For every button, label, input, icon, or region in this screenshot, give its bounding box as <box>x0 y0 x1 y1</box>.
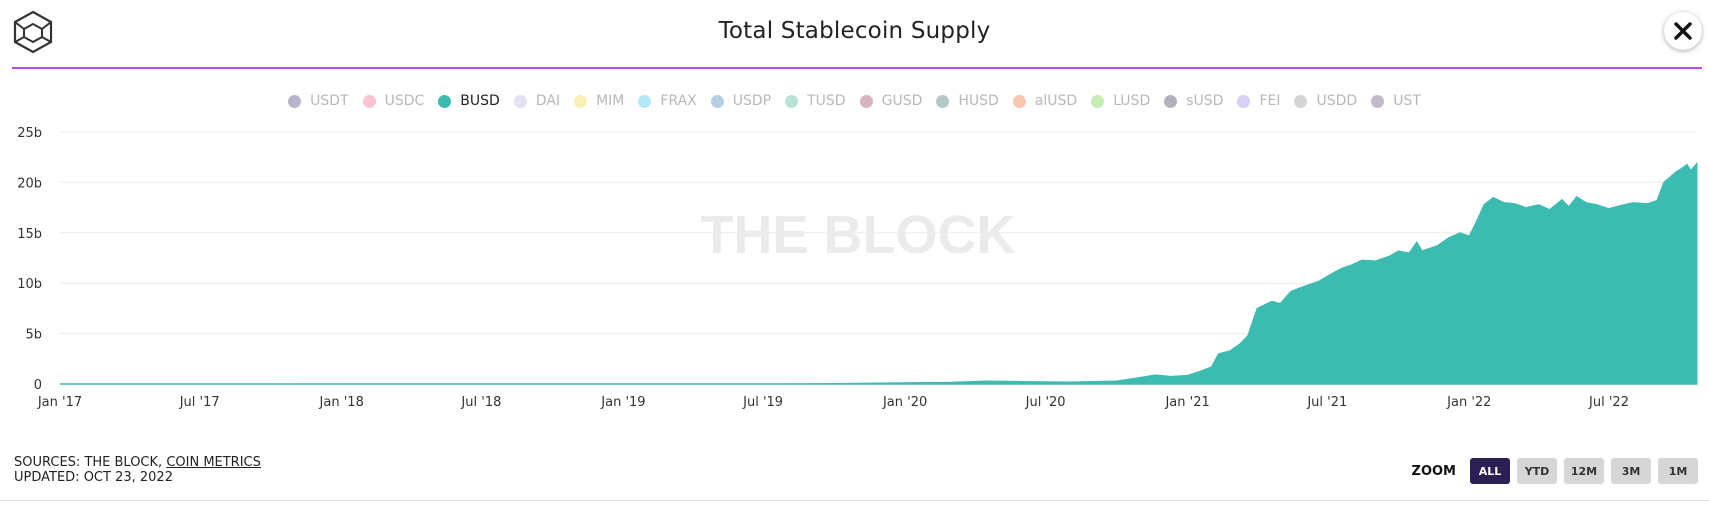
legend-label: TUSD <box>807 93 846 109</box>
legend-dot <box>1294 94 1308 108</box>
legend-item-mim[interactable]: MIM <box>574 93 624 109</box>
y-tick-label: 10b <box>17 277 42 292</box>
legend-label: MIM <box>596 93 625 109</box>
x-tick-label: Jul '22 <box>1588 395 1629 410</box>
legend-label: BUSD <box>460 93 500 109</box>
y-tick-label: 25b <box>17 126 42 141</box>
legend-label: GUSD <box>881 93 923 109</box>
legend-dot <box>574 94 588 108</box>
legend-label: DAI <box>535 93 561 109</box>
x-tick-label: Jan '19 <box>600 395 645 410</box>
legend-item-husd[interactable]: HUSD <box>936 93 999 109</box>
legend-dot <box>1237 94 1251 108</box>
x-tick-label: Jul '20 <box>1025 395 1066 410</box>
sources-text: SOURCES: THE BLOCK, <box>14 455 167 470</box>
zoom-button-12m[interactable]: 12M <box>1564 458 1604 484</box>
legend-dot <box>710 94 724 108</box>
x-tick-label: Jan '22 <box>1446 395 1491 410</box>
x-tick-label: Jul '17 <box>179 395 220 410</box>
zoom-button-ytd[interactable]: YTD <box>1517 458 1557 484</box>
legend-dot <box>1091 94 1105 108</box>
legend-dot <box>513 94 527 108</box>
y-tick-label: 15b <box>17 227 42 242</box>
legend-dot <box>1012 94 1026 108</box>
close-button[interactable] <box>1664 12 1702 50</box>
x-tick-label: Jan '17 <box>37 395 82 410</box>
zoom-controls: ZOOM ALL YTD 12M 3M 1M <box>1412 458 1698 484</box>
legend-label: LUSD <box>1113 93 1151 109</box>
legend-dot <box>1164 94 1178 108</box>
legend-item-alusd[interactable]: alUSD <box>1012 93 1078 109</box>
coin-metrics-link[interactable]: COIN METRICS <box>166 455 261 470</box>
legend-item-ust[interactable]: UST <box>1371 93 1421 109</box>
header-divider <box>12 67 1702 69</box>
legend-dot <box>288 94 302 108</box>
y-tick-label: 0 <box>34 378 42 393</box>
chart-legend: USDT USDC BUSD DAI MIM FRAX USDP TUSD GUSD HUSD al… <box>0 93 1709 109</box>
y-tick-label: 20b <box>17 176 42 191</box>
zoom-button-3m[interactable]: 3M <box>1611 458 1651 484</box>
legend-item-usdp[interactable]: USDP <box>710 93 772 109</box>
x-tick-label: Jan '20 <box>882 395 927 410</box>
legend-label: USDC <box>384 93 425 109</box>
updated-text: UPDATED: OCT 23, 2022 <box>14 470 173 485</box>
close-icon[interactable] <box>1674 22 1692 40</box>
legend-item-usdd[interactable]: USDD <box>1294 93 1357 109</box>
x-tick-label: Jul '18 <box>460 395 501 410</box>
zoom-label: ZOOM <box>1411 463 1456 479</box>
zoom-button-all[interactable]: ALL <box>1470 458 1510 484</box>
legend-label: USDD <box>1316 93 1358 109</box>
legend-label: USDT <box>310 93 349 109</box>
x-tick-label: Jan '18 <box>319 395 364 410</box>
legend-item-gusd[interactable]: GUSD <box>859 93 923 109</box>
legend-dot <box>1371 94 1385 108</box>
legend-item-frax[interactable]: FRAX <box>638 93 697 109</box>
legend-dot <box>638 94 652 108</box>
legend-dot <box>936 94 950 108</box>
legend-item-busd[interactable]: BUSD <box>438 93 500 109</box>
legend-dot <box>362 94 376 108</box>
legend-dot <box>785 94 799 108</box>
bottom-rule <box>0 500 1709 501</box>
legend-item-dai[interactable]: DAI <box>513 93 561 109</box>
y-tick-label: 5b <box>25 328 42 343</box>
legend-label: UST <box>1393 93 1421 109</box>
supply-chart: THE BLOCK 0 5b 10b 15b 20b 25b Jan '17 Jul '17 Ja… <box>17 126 1698 410</box>
area-series-busd[interactable] <box>59 161 1698 385</box>
legend-item-fei[interactable]: FEI <box>1237 93 1280 109</box>
legend-label: sUSD <box>1186 93 1224 109</box>
watermark-text: THE BLOCK <box>701 205 1016 265</box>
legend-item-tusd[interactable]: TUSD <box>785 93 846 109</box>
legend-dot <box>438 94 452 108</box>
legend-label: USDP <box>732 93 772 109</box>
x-tick-label: Jul '19 <box>742 395 783 410</box>
legend-label: FEI <box>1259 93 1281 109</box>
legend-item-usdt[interactable]: USDT <box>288 93 349 109</box>
cube-logo-icon[interactable] <box>12 10 54 54</box>
zoom-button-1m[interactable]: 1M <box>1658 458 1698 484</box>
legend-dot <box>859 94 873 108</box>
legend-item-susd[interactable]: sUSD <box>1164 93 1223 109</box>
legend-label: HUSD <box>958 93 999 109</box>
page-title: Total Stablecoin Supply <box>718 18 991 44</box>
x-tick-label: Jan '21 <box>1164 395 1209 410</box>
legend-item-usdc[interactable]: USDC <box>362 93 425 109</box>
sources-block: SOURCES: THE BLOCK, COIN METRICS UPDATED… <box>14 455 261 485</box>
legend-label: alUSD <box>1034 93 1078 109</box>
x-tick-label: Jul '21 <box>1306 395 1347 410</box>
legend-item-lusd[interactable]: LUSD <box>1091 93 1150 109</box>
legend-label: FRAX <box>660 93 697 109</box>
